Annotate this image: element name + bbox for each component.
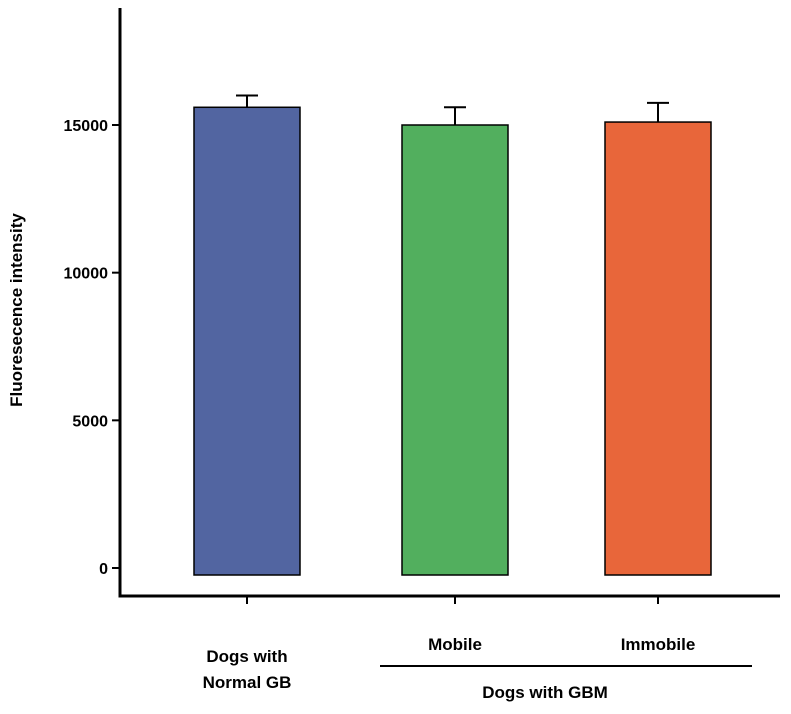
- bar-mobile: [401, 124, 509, 576]
- y-tick-label: 10000: [64, 266, 109, 283]
- y-tick-label: 0: [99, 561, 108, 578]
- bar-dogs-with-normal-gb: [193, 106, 301, 576]
- labels-layer: 0 5000 10000 15000 Dogs with Normal GB Mobile I…: [64, 118, 696, 702]
- group-label: Dogs with GBM: [482, 683, 608, 702]
- error-bars-layer: [236, 94, 669, 125]
- y-axis-label: Fluoresecence intensity: [7, 213, 26, 407]
- x-tick-label: Dogs with Normal GB: [203, 647, 292, 692]
- y-tick-label: 5000: [72, 413, 108, 430]
- x-tick-label: Immobile: [621, 635, 696, 654]
- bar-immobile: [604, 121, 712, 576]
- y-tick-label: 15000: [64, 118, 109, 135]
- x-tick-label: Mobile: [428, 635, 482, 654]
- bars-layer: [193, 106, 712, 576]
- axes-layer: [112, 8, 780, 667]
